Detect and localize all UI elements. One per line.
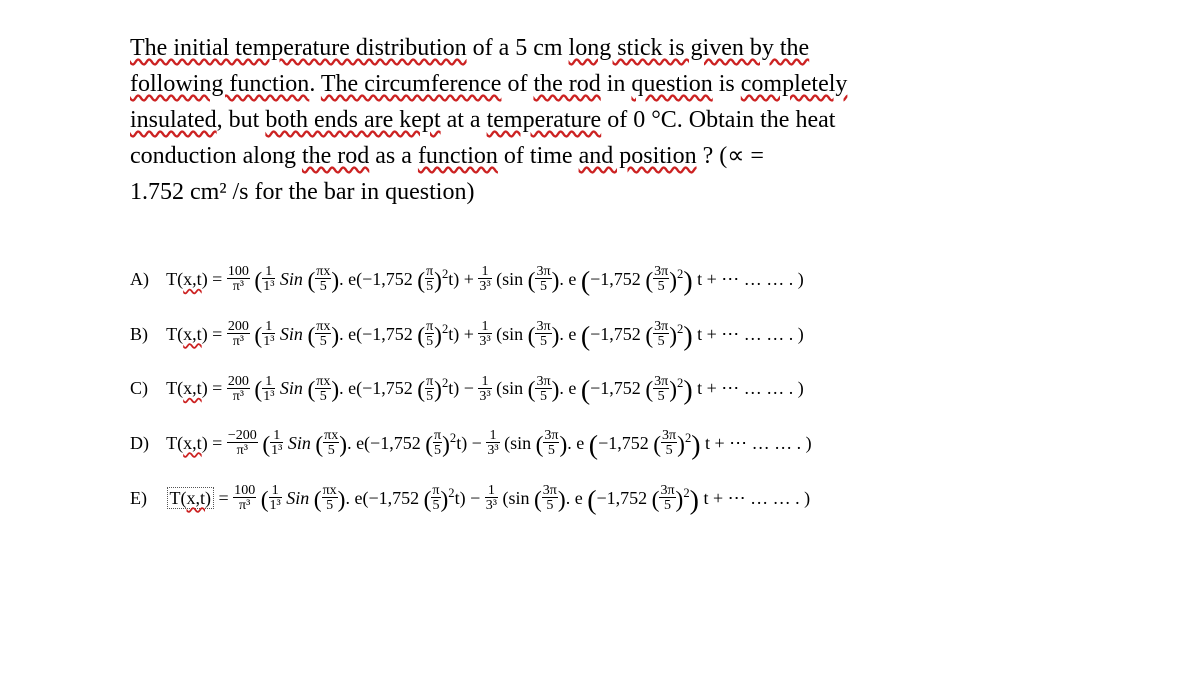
text: , but (217, 107, 266, 133)
answer-label: D) (130, 429, 162, 458)
answer-label: C) (130, 374, 162, 403)
text: ? (∝ = (697, 143, 764, 169)
problem-statement: The initial temperature distribution of … (130, 30, 1070, 210)
text: completely (741, 71, 848, 97)
text: of time (498, 143, 579, 169)
text: of (501, 71, 533, 97)
text: the rod (302, 143, 369, 169)
answer-row-D: D) T(x,t) = −200π³ (11³ Sin (πx5). e(−1,… (130, 424, 1070, 469)
text: is (713, 71, 741, 97)
text: in (601, 71, 632, 97)
text: as a (369, 143, 418, 169)
answer-label: B) (130, 320, 162, 349)
answer-label: A) (130, 265, 162, 294)
problem-line-2: following function. The circumference of… (130, 66, 1070, 102)
problem-line-1: The initial temperature distribution of … (130, 30, 1070, 66)
text: at a (441, 107, 487, 133)
text: 1.752 cm² /s for the bar in question) (130, 179, 474, 205)
text: and position (579, 143, 697, 169)
text: temperature (487, 107, 602, 133)
text: function (418, 143, 498, 169)
text: long stick is given by the (569, 35, 810, 61)
text: conduction along (130, 143, 302, 169)
problem-line-4: conduction along the rod as a function o… (130, 138, 1070, 174)
text: the rod (533, 71, 600, 97)
problem-line-3: insulated, but both ends are kept at a t… (130, 102, 1070, 138)
answer-row-A: A) T(x,t) = 100π³ (11³ Sin (πx5). e(−1,7… (130, 260, 1070, 305)
answer-row-B: B) T(x,t) = 200π³ (11³ Sin (πx5). e(−1,7… (130, 315, 1070, 360)
problem-line-5: 1.752 cm² /s for the bar in question) (130, 174, 1070, 210)
text: of 0 °C. Obtain the heat (601, 107, 835, 133)
answer-row-C: C) T(x,t) = 200π³ (11³ Sin (πx5). e(−1,7… (130, 369, 1070, 414)
text: both ends are kept (265, 107, 440, 133)
text: question (631, 71, 712, 97)
text: The circumference (321, 71, 502, 97)
text: The initial temperature distribution (130, 35, 467, 61)
text: . (309, 71, 321, 97)
answer-label: E) (130, 484, 162, 513)
text: of a 5 cm (467, 35, 569, 61)
answer-choices: A) T(x,t) = 100π³ (11³ Sin (πx5). e(−1,7… (130, 260, 1070, 523)
text: insulated (130, 107, 217, 133)
answer-row-E: E) T(x,t) = 100π³ (11³ Sin (πx5). e(−1,7… (130, 479, 1070, 524)
text: following function (130, 71, 309, 97)
